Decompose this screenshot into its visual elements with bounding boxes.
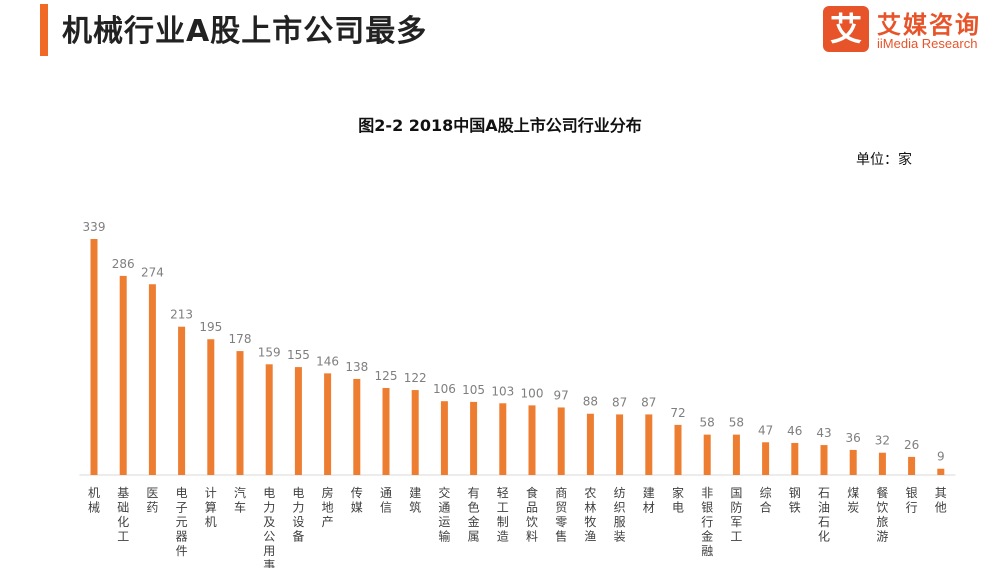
data-label: 100 (521, 386, 544, 400)
bar (440, 401, 448, 475)
category-label: 家电 (672, 485, 684, 515)
category-label: 煤炭 (847, 486, 859, 515)
logo-name-en: iiMedia Research (877, 36, 978, 51)
bar (820, 445, 828, 475)
bar (90, 239, 98, 475)
data-label: 105 (462, 383, 485, 397)
bar (178, 326, 186, 475)
bar (382, 387, 390, 475)
bar (353, 378, 361, 475)
chart-title: 图2-2 2018中国A股上市公司行业分布 (358, 116, 642, 135)
category-label: 非银行金融 (701, 486, 713, 558)
data-label: 122 (404, 371, 427, 385)
data-label: 32 (875, 434, 890, 448)
brand-logo: 艾 艾媒咨询 iiMedia Research (823, 4, 993, 54)
data-label: 46 (787, 424, 802, 438)
category-label: 国防军工 (730, 486, 742, 544)
data-label: 286 (112, 257, 135, 271)
bar (207, 339, 215, 475)
category-label: 钢铁 (789, 486, 801, 515)
category-label: 计算机 (205, 486, 217, 529)
data-label: 274 (141, 265, 164, 279)
bar (324, 373, 332, 475)
bar (586, 413, 594, 475)
title-accent-bar (40, 4, 48, 56)
bar (119, 275, 127, 475)
bar (528, 405, 536, 475)
data-label: 213 (170, 308, 193, 322)
category-label: 电子元器件 (176, 486, 188, 558)
bar (674, 424, 682, 475)
category-label: 房地产 (322, 485, 334, 529)
bar (732, 434, 740, 475)
data-label: 159 (258, 345, 281, 359)
data-label: 72 (670, 406, 685, 420)
bar (616, 414, 624, 475)
data-label: 58 (729, 416, 744, 430)
category-label: 综合 (760, 486, 772, 515)
category-label: 机械 (88, 486, 100, 515)
data-label: 36 (846, 431, 861, 445)
category-label: 电力及公用事业 (263, 486, 275, 568)
category-label: 交通运输 (438, 485, 450, 544)
data-label: 125 (375, 369, 398, 383)
data-label: 155 (287, 348, 310, 362)
category-label: 轻工制造 (497, 486, 509, 544)
bar (499, 403, 507, 475)
data-label: 106 (433, 382, 456, 396)
bar (148, 284, 156, 475)
data-label: 103 (491, 384, 514, 398)
category-label: 食品饮料 (526, 485, 538, 544)
data-label: 26 (904, 438, 919, 452)
unit-label: 单位：家 (856, 152, 912, 168)
data-label: 47 (758, 423, 773, 437)
bar (762, 442, 770, 475)
logo-mark-icon: 艾 (823, 6, 869, 52)
data-label: 58 (700, 416, 715, 430)
bar (645, 414, 653, 475)
category-label: 建材 (643, 486, 655, 515)
data-label: 195 (199, 320, 222, 334)
bar (236, 351, 244, 475)
category-label: 基础化工 (117, 486, 129, 544)
data-label: 339 (83, 220, 106, 234)
category-label: 餐饮旅游 (876, 485, 888, 544)
bar (470, 401, 478, 475)
category-label: 汽车 (234, 485, 246, 515)
bar (878, 452, 886, 475)
page-title: 机械行业A股上市公司最多 (62, 14, 428, 49)
category-label: 商贸零售 (555, 485, 567, 544)
data-label: 178 (229, 332, 252, 346)
data-label: 88 (583, 395, 598, 409)
bar (703, 434, 711, 475)
category-label: 纺织服装 (614, 486, 626, 544)
category-label: 其他 (935, 486, 947, 515)
category-label: 建筑 (409, 486, 421, 515)
category-label: 电力设备 (292, 486, 304, 544)
bar (557, 407, 565, 475)
category-label: 石油石化 (818, 486, 830, 544)
bar (791, 442, 799, 475)
data-label: 138 (345, 360, 368, 374)
bar (411, 390, 419, 475)
data-label: 87 (641, 395, 656, 409)
data-label: 87 (612, 395, 627, 409)
data-label: 97 (554, 388, 569, 402)
category-label: 银行 (906, 486, 918, 515)
bar (849, 449, 857, 475)
data-label: 146 (316, 354, 339, 368)
logo-name-cn: 艾媒咨询 (877, 11, 981, 39)
data-label: 43 (816, 426, 831, 440)
bar (265, 364, 273, 475)
category-label: 农林牧渔 (584, 486, 596, 544)
data-label: 9 (937, 450, 945, 464)
category-label: 医药 (146, 486, 158, 515)
bar (294, 367, 302, 475)
bar (937, 468, 945, 475)
category-label: 传媒 (351, 485, 363, 515)
category-label: 有色金属 (468, 486, 480, 544)
bar (908, 456, 916, 475)
category-label: 通信 (380, 486, 392, 515)
